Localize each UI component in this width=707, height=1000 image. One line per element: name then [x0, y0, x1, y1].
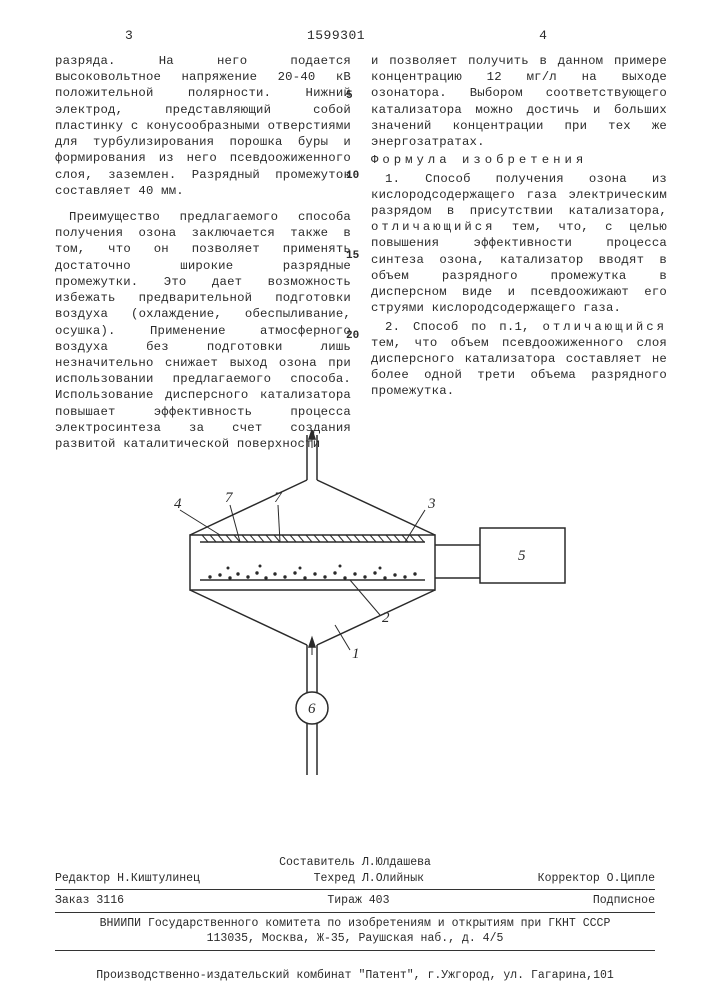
document-number: 1599301 [307, 28, 365, 43]
divider-1 [55, 889, 655, 890]
figure: 4 7 7 3 5 2 1 6 [60, 430, 650, 780]
claim-2-spaced: отличающийся [542, 320, 667, 334]
compiler-line: Составитель Л.Юлдашева [55, 855, 655, 871]
footer-block: Составитель Л.Юлдашева Редактор Н.Киштул… [55, 855, 655, 954]
claim-1-spaced: отличающийся [371, 220, 496, 234]
divider-3 [55, 950, 655, 951]
order-number: Заказ 3116 [55, 893, 124, 909]
left-paragraph-2: Преимущество предлагаемого способа получ… [55, 209, 351, 452]
page-header: 3 1599301 4 [55, 28, 667, 43]
claim-2-pre: 2. Способ по п.1, [385, 320, 542, 334]
org-line-1: ВНИИПИ Государственного комитета по изоб… [55, 916, 655, 932]
figure-label-1: 1 [352, 646, 360, 662]
figure-label-4: 4 [174, 496, 182, 512]
figure-label-5: 5 [518, 548, 526, 564]
figure-label-2: 2 [382, 610, 390, 626]
figure-label-3: 3 [427, 496, 436, 512]
subscribed: Подписное [593, 893, 655, 909]
techred: Техред Л.Олийнык [314, 871, 424, 887]
line-marker: 10 [346, 170, 359, 182]
claim-1-post: тем, что, с целью повышения эффективност… [371, 220, 667, 315]
figure-svg: 4 7 7 3 5 2 1 6 [60, 430, 650, 780]
left-column: разряда. На него подается высоковольтное… [55, 53, 351, 454]
page-number-left: 3 [125, 28, 133, 43]
divider-2 [55, 912, 655, 913]
credits-row: Редактор Н.Киштулинец Техред Л.Олийнык К… [55, 871, 655, 887]
tirazh: Тираж 403 [327, 893, 389, 909]
print-line: Производственно-издательский комбинат "П… [55, 969, 655, 982]
claim-1: 1. Способ получения озона из кислородсод… [371, 171, 667, 317]
org-line-2: 113035, Москва, Ж-35, Раушская наб., д. … [55, 931, 655, 947]
text-columns: разряда. На него подается высоковольтное… [55, 53, 667, 454]
right-column: и позволяет получить в данном примере ко… [371, 53, 667, 454]
figure-label-7a: 7 [225, 490, 234, 506]
line-marker: 15 [346, 250, 359, 262]
formula-title: Формула изобретения [371, 152, 667, 168]
line-marker: 20 [346, 330, 359, 342]
line-marker: 5 [346, 90, 353, 102]
claim-2-post: тем, что объем псевдоожиженного слоя дис… [371, 336, 667, 399]
page-number-right: 4 [539, 28, 547, 43]
claim-1-pre: 1. Способ получения озона из кислородсод… [371, 172, 667, 218]
claim-2: 2. Способ по п.1, отличающийся тем, что … [371, 319, 667, 400]
figure-label-6: 6 [308, 701, 316, 717]
left-paragraph-1: разряда. На него подается высоковольтное… [55, 53, 351, 199]
right-paragraph-1: и позволяет получить в данном примере ко… [371, 53, 667, 150]
corrector: Корректор О.Ципле [538, 871, 655, 887]
order-row: Заказ 3116 Тираж 403 Подписное [55, 893, 655, 909]
editor: Редактор Н.Киштулинец [55, 871, 200, 887]
